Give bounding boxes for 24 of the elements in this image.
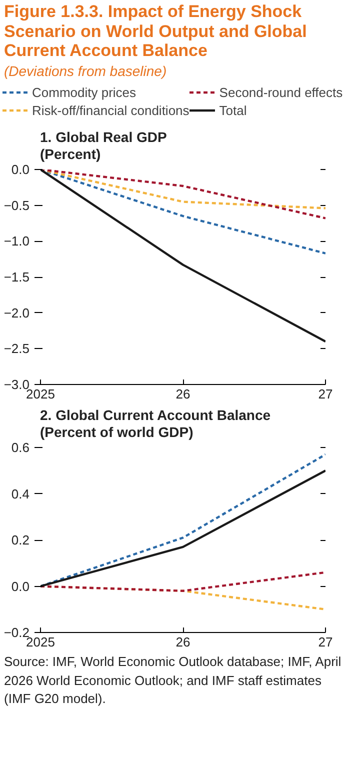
x-tick-label: 27: [318, 634, 333, 650]
legend-label: Commodity prices: [32, 84, 136, 102]
y-tick-label: 0.0: [11, 162, 30, 178]
y-tick-label: 0.4: [11, 486, 30, 502]
y-axis-title: 2. Global Current Account Balance (Percent of world GDP): [39, 407, 271, 441]
y-tick-label: 0.0: [11, 579, 30, 594]
legend-label: Second-round effects: [219, 84, 343, 102]
source-note: Source: IMF, World Economic Outlook database; IMF, April 2026 World Economic Outlook; and IMF staff estimates (IMF G20 model).: [4, 653, 342, 708]
x-tick-label: 26: [176, 634, 190, 650]
y-axis-title: 1. Global Real GDP (Percent): [39, 129, 167, 163]
y-tick-label: −2.5: [4, 341, 30, 356]
y-tick-label: 0.2: [11, 532, 30, 548]
y-tick-label: −1.0: [4, 234, 30, 249]
chart-title: Figure 1.3.3. Impact of Energy Shock Scenario on World Output and Global Current Account Balance: [4, 2, 308, 61]
x-tick-label: 26: [176, 386, 190, 402]
legend-label: Risk-off/financial conditions: [32, 102, 190, 120]
x-tick-label: 2025: [26, 634, 55, 650]
y-tick-label: −2.0: [4, 306, 30, 321]
y-tick-label: −1.5: [4, 270, 30, 285]
x-tick-label: 27: [318, 386, 333, 402]
y-tick-label: 0.6: [11, 440, 30, 456]
legend-label: Total: [219, 102, 247, 120]
y-tick-label: −0.5: [4, 198, 30, 214]
chart-subtitle: (Deviations from baseline): [4, 62, 167, 82]
